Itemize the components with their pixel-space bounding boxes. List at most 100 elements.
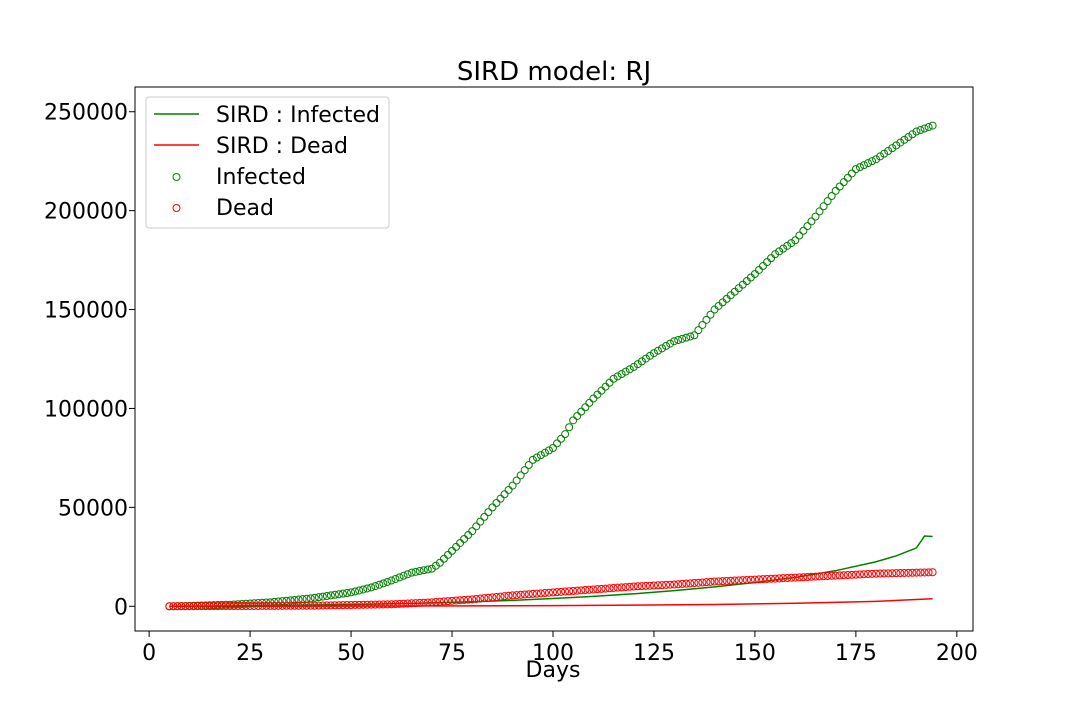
data-point-dead: [318, 601, 327, 610]
data-point-dead: [270, 601, 279, 610]
data-point-infected: [528, 455, 537, 464]
data-point-dead: [540, 589, 549, 598]
data-point-infected: [334, 590, 343, 599]
data-point-dead: [338, 601, 347, 610]
x-tick-label: 200: [936, 641, 978, 666]
data-point-infected: [544, 446, 553, 455]
data-point-dead: [431, 598, 440, 607]
x-tick-label: 100: [532, 641, 574, 666]
data-point-infected: [795, 231, 804, 240]
data-point-dead: [653, 581, 662, 590]
data-point-infected: [548, 444, 557, 453]
data-point-dead: [625, 582, 634, 591]
data-point-dead: [238, 602, 247, 611]
x-tick-label: 25: [236, 641, 264, 666]
data-point-dead: [629, 582, 638, 591]
data-point-infected: [843, 173, 852, 182]
data-point-infected: [540, 448, 549, 457]
data-point-dead: [553, 588, 562, 597]
data-point-dead: [205, 602, 214, 611]
data-point-dead: [597, 584, 606, 593]
data-point-infected: [694, 326, 703, 335]
data-point-dead: [520, 590, 529, 599]
data-point-dead: [605, 584, 614, 593]
data-point-dead: [290, 601, 299, 610]
data-point-dead: [177, 602, 186, 611]
data-point-dead: [306, 601, 315, 610]
data-point-infected: [783, 241, 792, 250]
data-point-infected: [605, 378, 614, 387]
data-point-infected: [338, 589, 347, 598]
data-point-infected: [904, 133, 913, 142]
data-point-dead: [754, 575, 763, 584]
data-point-infected: [274, 597, 283, 606]
data-point-infected: [601, 382, 610, 391]
data-point-infected: [767, 254, 776, 263]
data-point-dead: [581, 586, 590, 595]
x-tick-label: 75: [438, 641, 466, 666]
data-point-infected: [520, 466, 529, 475]
data-point-dead: [456, 596, 465, 605]
data-point-infected: [771, 250, 780, 259]
data-point-dead: [658, 581, 667, 590]
data-point-dead: [492, 592, 501, 601]
data-point-infected: [884, 146, 893, 155]
data-point-dead: [508, 591, 517, 600]
data-point-dead: [851, 570, 860, 579]
data-point-dead: [859, 570, 868, 579]
data-point-infected: [807, 217, 816, 226]
data-point-infected: [779, 244, 788, 253]
data-point-infected: [787, 239, 796, 248]
data-point-dead: [884, 569, 893, 578]
data-point-infected: [658, 344, 667, 353]
data-point-infected: [407, 568, 416, 577]
data-point-dead: [900, 568, 909, 577]
data-point-dead: [242, 602, 251, 610]
data-point-dead: [892, 569, 901, 578]
data-point-dead: [686, 579, 695, 588]
data-point-dead: [775, 574, 784, 583]
data-point-dead: [839, 571, 848, 580]
data-point-dead: [476, 594, 485, 603]
data-point-infected: [662, 341, 671, 350]
data-point-dead: [480, 594, 489, 603]
y-axis-ticks: 0 50000 100000 150000 200000 250000: [44, 101, 135, 620]
data-point-dead: [904, 568, 913, 577]
data-point-infected: [375, 580, 384, 589]
data-point-dead: [460, 595, 469, 604]
data-point-dead: [532, 589, 541, 598]
data-point-infected: [819, 202, 828, 211]
data-point-dead: [399, 599, 408, 608]
data-point-dead: [347, 600, 356, 609]
data-point-dead: [573, 586, 582, 595]
data-point-infected: [250, 599, 259, 608]
data-point-infected: [666, 339, 675, 348]
data-point-dead: [343, 601, 352, 610]
data-point-dead: [254, 601, 263, 610]
data-point-dead: [565, 587, 574, 596]
data-point-dead: [375, 600, 384, 609]
data-point-infected: [246, 599, 255, 608]
data-point-dead: [536, 589, 545, 598]
data-point-infected: [286, 596, 295, 605]
data-point-infected: [569, 416, 578, 425]
data-point-dead: [710, 577, 719, 586]
data-point-infected: [464, 531, 473, 540]
data-point-infected: [775, 247, 784, 256]
data-point-infected: [831, 186, 840, 195]
data-point-infected: [282, 596, 291, 605]
data-point-dead: [359, 600, 368, 609]
legend: SIRD : Infected SIRD : Dead Infected Dea…: [145, 96, 390, 229]
data-point-infected: [359, 585, 368, 594]
data-point-dead: [750, 575, 759, 584]
data-point-dead: [759, 575, 767, 584]
data-point-infected: [589, 394, 598, 403]
data-point-infected: [924, 123, 933, 132]
data-point-infected: [326, 591, 335, 600]
data-point-dead: [670, 580, 679, 589]
legend-label-sird-infected: SIRD : Infected: [216, 103, 380, 128]
series-line-sird-infected: [169, 535, 933, 608]
data-point-dead: [363, 600, 372, 609]
data-point-dead: [282, 601, 291, 610]
plot-area: [165, 121, 937, 611]
